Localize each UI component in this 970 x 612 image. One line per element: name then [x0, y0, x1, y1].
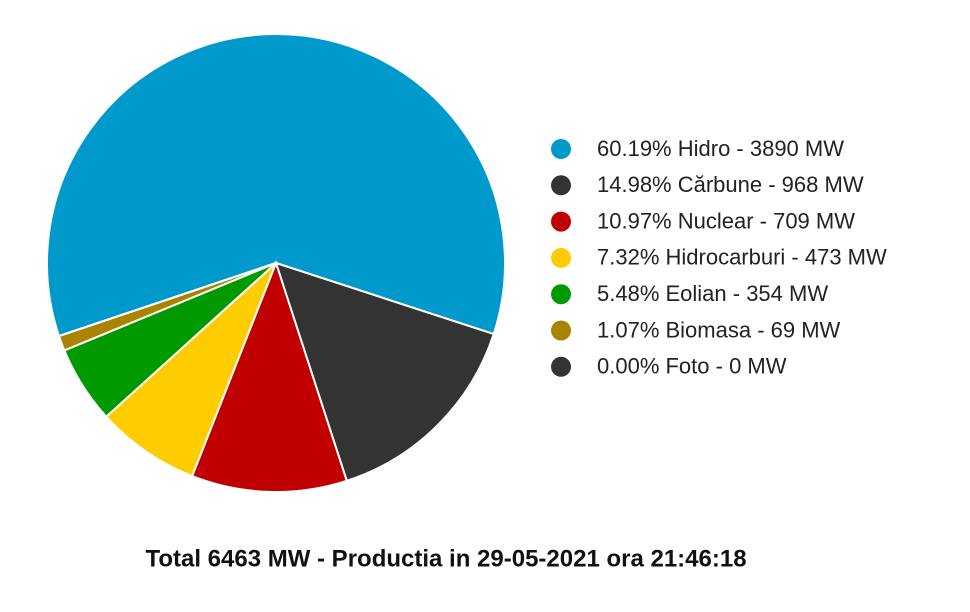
pie-slice	[57, 262, 277, 352]
legend-label: 60.19% Hidro - 3890 MW	[597, 136, 844, 161]
legend-swatch	[551, 320, 571, 341]
legend-swatch	[551, 356, 571, 377]
legend-label: 5.48% Eolian - 354 MW	[597, 281, 828, 306]
legend-label: 1.07% Biomasa - 69 MW	[597, 317, 841, 342]
legend-swatch	[551, 175, 571, 196]
legend-label: 0.00% Foto - 0 MW	[597, 354, 787, 379]
legend-swatch	[551, 247, 571, 268]
legend-swatch	[551, 284, 571, 305]
legend-swatch	[551, 211, 571, 232]
pie-slice	[46, 33, 506, 338]
legend-label: 10.97% Nuclear - 709 MW	[597, 208, 855, 233]
pie-slice	[104, 262, 277, 478]
legend-swatch	[551, 139, 571, 159]
pie-slice	[274, 261, 495, 483]
legend-label: 14.98% Cărbune - 968 MW	[597, 172, 864, 197]
legend-label: 7.32% Hidrocarburi - 473 MW	[597, 245, 887, 270]
chart-title: Total 6463 MW - Productia in 29-05-2021 …	[145, 545, 746, 572]
pie-slice	[190, 260, 349, 493]
